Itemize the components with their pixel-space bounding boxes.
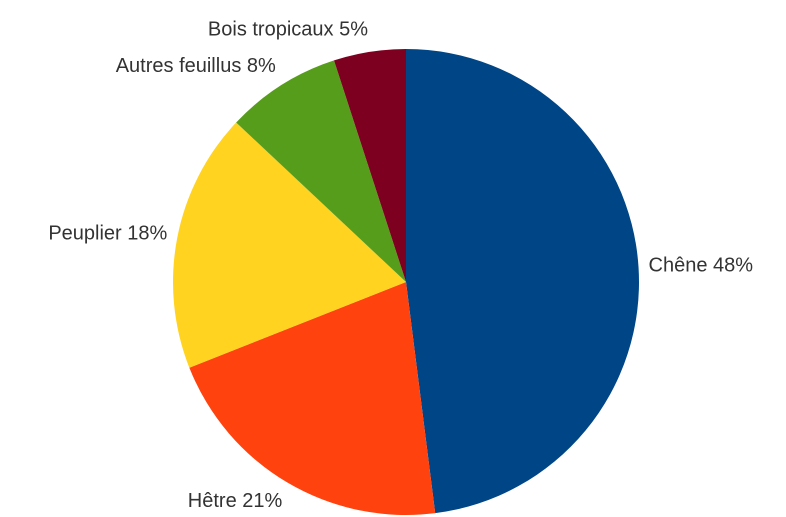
pie-slice	[333, 49, 406, 282]
slice-label: Bois tropicaux 5%	[208, 18, 368, 40]
slice-label: Chêne 48%	[649, 254, 754, 276]
pie-slice	[236, 60, 406, 282]
pie-slice	[189, 282, 436, 515]
slice-label: Hêtre 21%	[188, 490, 283, 512]
slice-label: Autres feuillus 8%	[116, 55, 276, 77]
pie-slice	[406, 49, 639, 514]
pie-slice	[173, 122, 406, 368]
slice-label: Peuplier 18%	[48, 222, 167, 244]
